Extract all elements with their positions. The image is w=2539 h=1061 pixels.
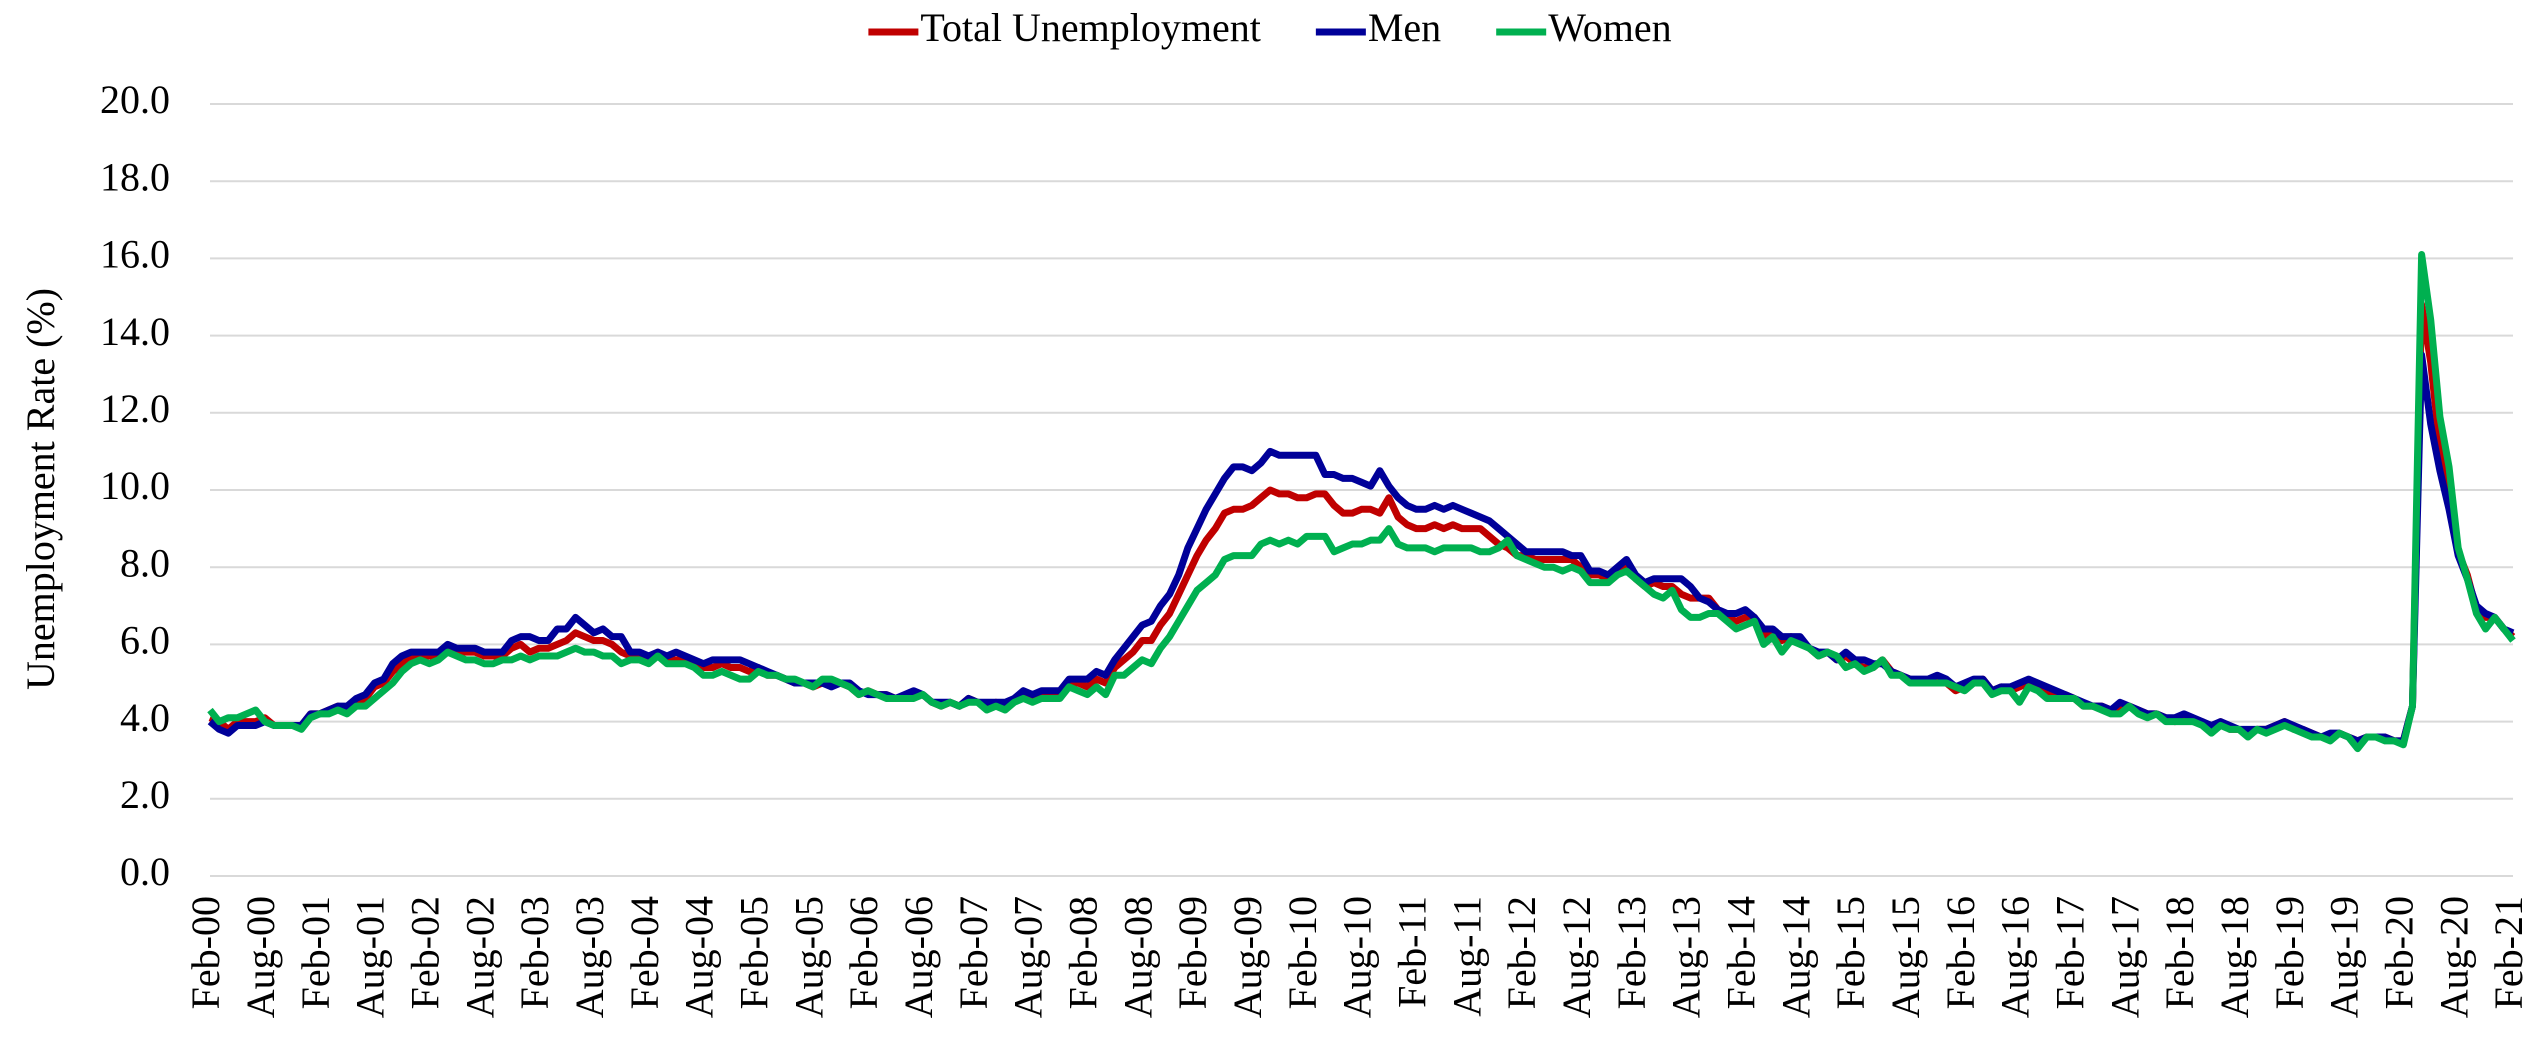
y-tick-label: 10.0	[100, 463, 170, 508]
x-tick-label: Aug-11	[1444, 896, 1489, 1017]
x-tick-label: Aug-05	[786, 896, 831, 1018]
x-tick-label: Feb-05	[732, 896, 777, 1009]
y-tick-label: 20.0	[100, 77, 170, 122]
x-tick-label: Feb-20	[2377, 896, 2422, 1009]
y-tick-label: 14.0	[100, 309, 170, 354]
x-tick-label: Feb-02	[403, 896, 448, 1009]
y-tick-label: 2.0	[120, 772, 170, 817]
x-tick-label: Aug-04	[677, 896, 722, 1018]
x-tick-label: Aug-18	[2212, 896, 2257, 1018]
x-tick-label: Feb-09	[1170, 896, 1215, 1009]
x-tick-label: Aug-19	[2322, 896, 2367, 1018]
legend: Total Unemployment Men Women	[868, 5, 1672, 50]
y-tick-label: 16.0	[100, 232, 170, 277]
x-tick-label: Aug-10	[1335, 896, 1380, 1018]
legend-label: Women	[1548, 5, 1671, 50]
y-axis-title: Unemployment Rate (%)	[18, 288, 63, 690]
x-tick-label: Feb-07	[951, 896, 996, 1009]
x-tick-label: Feb-12	[1499, 896, 1544, 1009]
x-tick-label: Feb-15	[1828, 896, 1873, 1009]
y-tick-label: 4.0	[120, 695, 170, 740]
x-tick-label: Feb-08	[1061, 896, 1106, 1009]
x-tick-label: Feb-00	[183, 896, 228, 1009]
x-tick-label: Feb-03	[512, 896, 557, 1009]
x-tick-label: Feb-10	[1280, 896, 1325, 1009]
x-tick-label: Aug-01	[348, 896, 393, 1018]
x-tick-label: Feb-04	[622, 896, 667, 1009]
x-tick-label: Feb-06	[841, 896, 886, 1009]
x-tick-label: Aug-03	[567, 896, 612, 1018]
x-tick-label: Feb-11	[1390, 896, 1435, 1008]
x-tick-label: Aug-13	[1664, 896, 1709, 1018]
x-tick-label: Aug-07	[1006, 896, 1051, 1018]
x-tick-label: Aug-08	[1115, 896, 1160, 1018]
x-tick-label: Feb-18	[2157, 896, 2202, 1009]
y-tick-label: 8.0	[120, 540, 170, 585]
legend-label: Total Unemployment	[920, 5, 1260, 50]
series-line	[207, 251, 2516, 753]
x-tick-label: Feb-13	[1609, 896, 1654, 1009]
x-tick-label: Aug-15	[1883, 896, 1928, 1018]
x-tick-label: Feb-14	[1719, 896, 1764, 1009]
series-line	[208, 301, 2516, 745]
x-tick-label: Feb-21	[2486, 896, 2531, 1009]
legend-item: Men	[1315, 5, 1441, 50]
legend-item: Women	[1496, 5, 1672, 50]
x-tick-label: Aug-16	[1993, 896, 2038, 1018]
x-tick-label: Aug-20	[2431, 896, 2476, 1018]
y-tick-label: 18.0	[100, 154, 170, 199]
y-tick-label: 12.0	[100, 386, 170, 431]
x-tick-label: Aug-00	[238, 896, 283, 1018]
x-tick-label: Feb-17	[2048, 896, 2093, 1009]
y-tick-label: 0.0	[120, 849, 170, 894]
x-tick-label: Aug-09	[1225, 896, 1270, 1018]
legend-item: Total Unemployment	[868, 5, 1261, 50]
x-tick-label: Feb-19	[2267, 896, 2312, 1009]
legend-label: Men	[1368, 5, 1441, 50]
x-tick-label: Aug-17	[2102, 896, 2147, 1018]
x-tick-label: Aug-14	[1773, 896, 1818, 1018]
x-tick-label: Aug-12	[1554, 896, 1599, 1018]
y-tick-label: 6.0	[120, 618, 170, 663]
x-tick-label: Aug-02	[457, 896, 502, 1018]
x-tick-label: Feb-16	[1938, 896, 1983, 1009]
x-tick-label: Aug-06	[896, 896, 941, 1018]
x-tick-label: Feb-01	[293, 896, 338, 1009]
